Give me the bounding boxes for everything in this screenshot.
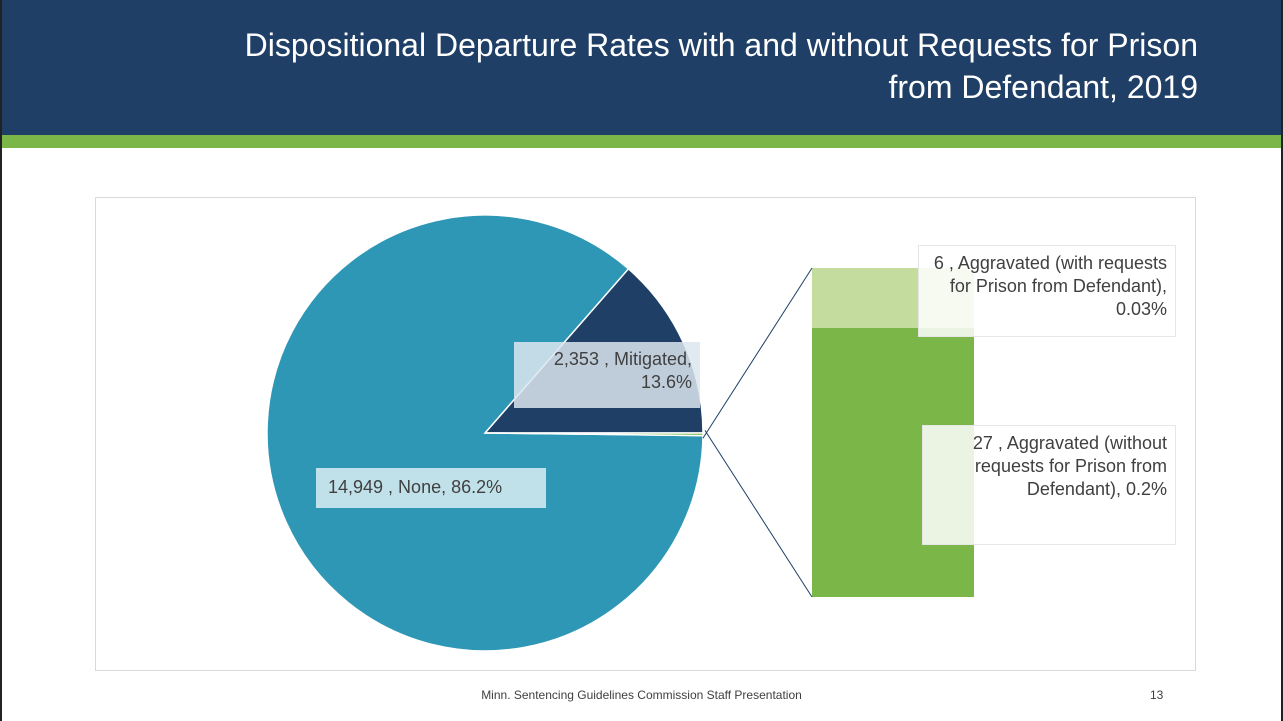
footer: Minn. Sentencing Guidelines Commission S… — [481, 688, 802, 702]
data-label: 27 , Aggravated (without requests for Pr… — [922, 425, 1176, 545]
connector — [704, 430, 813, 598]
data-label: 6 , Aggravated (with requests for Prison… — [918, 245, 1176, 337]
slide-title: Dispositional Departure Rates with and w… — [244, 27, 1198, 105]
pie-slice-other — [484, 432, 704, 437]
data-label: 14,949 , None, 86.2% — [316, 468, 546, 508]
data-label: 2,353 , Mitigated, 13.6% — [514, 342, 700, 408]
page-number: 13 — [1150, 688, 1164, 702]
header-bar — [0, 0, 1283, 135]
chart-area — [95, 197, 1196, 671]
connector — [702, 267, 813, 439]
header-accent — [0, 135, 1283, 148]
pie-slice — [266, 214, 704, 652]
